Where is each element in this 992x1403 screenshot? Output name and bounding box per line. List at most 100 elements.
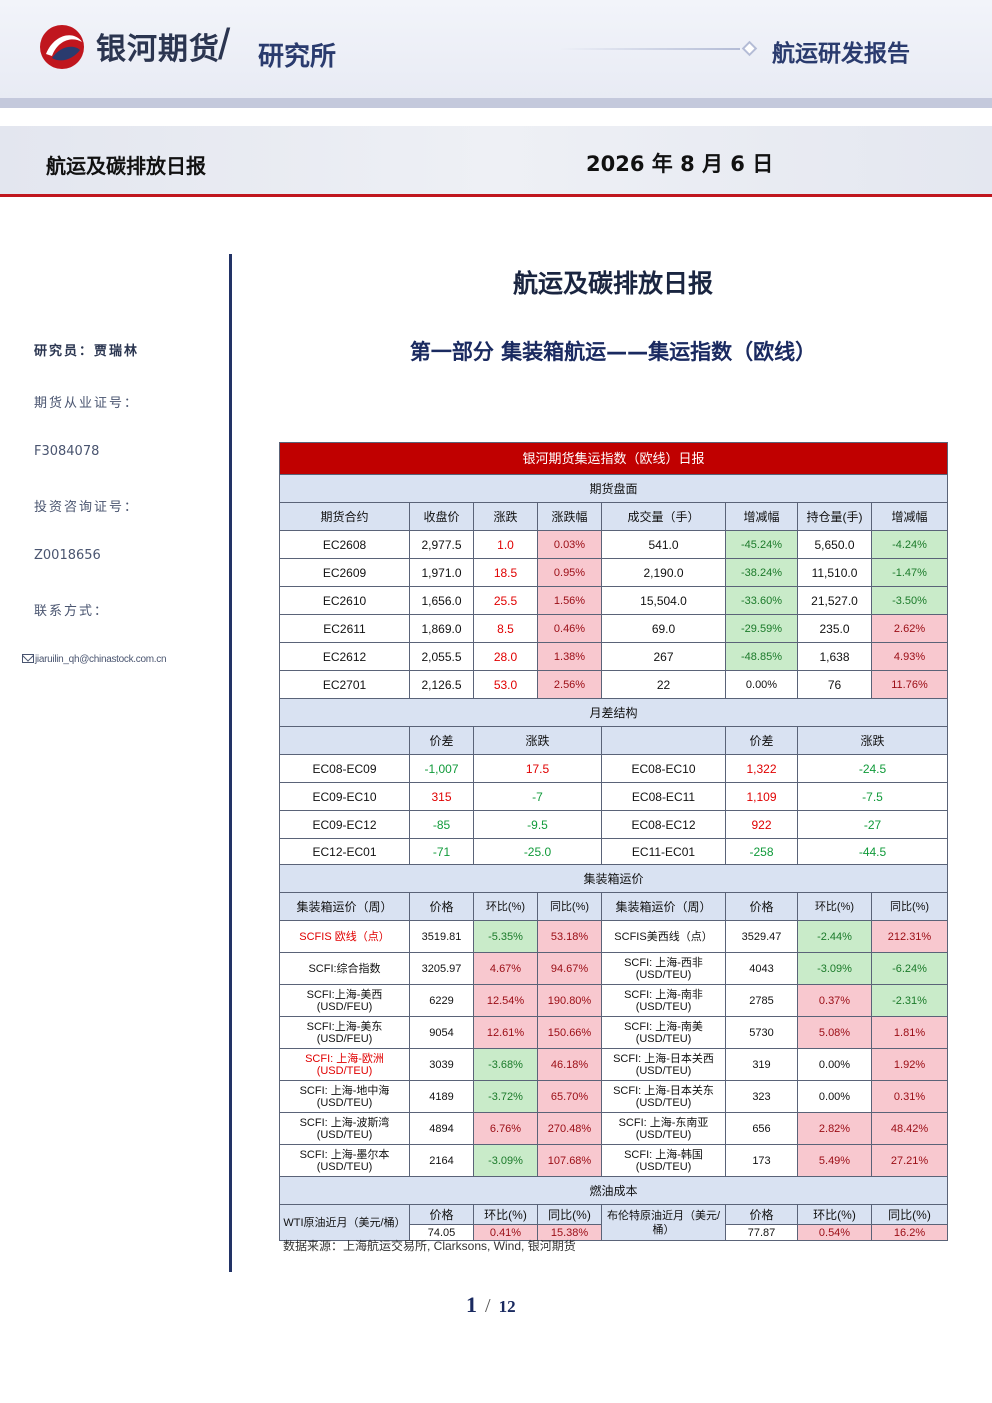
route-name: SCFI: 上海-地中海 (USD/TEU): [279, 1080, 410, 1113]
volume-change: -29.59%: [725, 614, 798, 643]
route-name: SCFI: 上海-日本关东 (USD/TEU): [601, 1080, 726, 1113]
route-yoy: -2.31%: [870, 984, 949, 1017]
spread-change: 17.5: [473, 754, 602, 783]
open-interest: 21,527.0: [797, 586, 872, 615]
col-header: 环比(%): [797, 892, 872, 921]
total-pages: 12: [498, 1297, 516, 1316]
spread-change: -24.5: [796, 754, 949, 783]
col-header: 价格: [725, 892, 798, 921]
fuel-yoy-label: 同比(%): [872, 1205, 947, 1225]
route-name: SCFI: 上海-南非 (USD/TEU): [601, 984, 726, 1017]
table-row: EC2611 1,869.0 8.5 0.46% 69.0 -29.59% 23…: [279, 614, 949, 643]
spread-name: EC08-EC11: [601, 782, 726, 811]
fuel-yoy-cell: 同比(%) 16.2%: [870, 1204, 949, 1241]
volume: 15,504.0: [601, 586, 726, 615]
route-mom: 4.67%: [473, 952, 538, 985]
open-interest: 5,650.0: [797, 530, 872, 559]
close-price: 1,656.0: [409, 586, 474, 615]
route-name: SCFI: 上海-日本关西 (USD/TEU): [601, 1048, 726, 1081]
fuel-price: 74.05: [427, 1226, 456, 1239]
price-change-pct: 0.03%: [537, 530, 602, 559]
table-row: EC2610 1,656.0 25.5 1.56% 15,504.0 -33.6…: [279, 586, 949, 615]
volume: 267: [601, 642, 726, 671]
price-change-pct: 1.38%: [537, 642, 602, 671]
col-header: 环比(%): [473, 892, 538, 921]
spread-value: 1,322: [725, 754, 798, 783]
open-interest: 1,638: [797, 642, 872, 671]
route-mom: 5.49%: [797, 1144, 872, 1177]
route-mom: 5.08%: [797, 1016, 872, 1049]
route-price: 3205.97: [409, 952, 474, 985]
route-yoy: 94.67%: [537, 952, 602, 985]
spread-name: EC08-EC10: [601, 754, 726, 783]
logo-text: 银河期货: [96, 32, 220, 67]
oi-change: 11.76%: [870, 670, 949, 699]
route-price: 173: [725, 1144, 798, 1177]
sidebar-divider: [229, 254, 232, 1272]
futures-license-label: 期货从业证号：: [34, 396, 140, 411]
table-row: WTI原油近月（美元/桶） 价格 74.05 环比(%) 0.41% 同比(%) 15…: [279, 1204, 949, 1241]
contract: EC2610: [279, 586, 410, 615]
table-row: SCFI:上海-美西 (USD/FEU) 6229 12.54% 190.80%…: [279, 984, 949, 1017]
route-yoy: 212.31%: [870, 920, 949, 953]
route-yoy: 150.66%: [537, 1016, 602, 1049]
table-row: SCFI:上海-美东 (USD/FEU) 9054 12.61% 150.66%…: [279, 1016, 949, 1049]
header-band: [0, 0, 992, 98]
route-mom: -2.44%: [797, 920, 872, 953]
header-rule: [560, 48, 740, 50]
route-name: SCFI: 上海-韩国 (USD/TEU): [601, 1144, 726, 1177]
consult-license: Z0018656: [34, 548, 101, 563]
fuel-price-cell: 价格 77.87: [725, 1204, 798, 1241]
table-row: EC08-EC09 -1,007 17.5 EC08-EC10 1,322 -2…: [279, 754, 949, 783]
close-price: 1,971.0: [409, 558, 474, 587]
route-yoy: 107.68%: [537, 1144, 602, 1177]
fuel-yoy: 16.2%: [872, 1225, 947, 1240]
route-name: SCFI:综合指数: [279, 952, 410, 985]
route-mom: -3.09%: [473, 1144, 538, 1177]
table-row: EC2609 1,971.0 18.5 0.95% 2,190.0 -38.24…: [279, 558, 949, 587]
route-name: SCFI:上海-美西 (USD/FEU): [279, 984, 410, 1017]
col-header: 收盘价: [409, 502, 474, 531]
route-price: 4043: [725, 952, 798, 985]
open-interest: 76: [797, 670, 872, 699]
route-price: 4894: [409, 1112, 474, 1145]
spread-name: EC09-EC10: [279, 782, 410, 811]
spread-value: 315: [409, 782, 474, 811]
volume-change: -48.85%: [725, 642, 798, 671]
spread-value: 922: [725, 810, 798, 839]
freight-header-row: 集装箱运价（周） 价格 环比(%) 同比(%) 集装箱运价（周） 价格 环比(%…: [279, 892, 949, 921]
volume: 541.0: [601, 530, 726, 559]
route-price: 4189: [409, 1080, 474, 1113]
route-mom: 12.61%: [473, 1016, 538, 1049]
volume: 22: [601, 670, 726, 699]
route-mom: -3.09%: [797, 952, 872, 985]
route-price: 319: [725, 1048, 798, 1081]
col-header: 集装箱运价（周）: [279, 892, 410, 921]
volume: 2,190.0: [601, 558, 726, 587]
col-header: 增减幅: [725, 502, 798, 531]
email-address[interactable]: jiaruilin_qh@chinastock.com.cn: [35, 654, 167, 665]
col-header: 价格: [409, 892, 474, 921]
col-header: 涨跌幅: [537, 502, 602, 531]
route-yoy: 27.21%: [870, 1144, 949, 1177]
price-change: 28.0: [473, 642, 538, 671]
col-header: 价差: [725, 726, 798, 755]
route-name: SCFIS 欧线（点）: [279, 920, 410, 953]
route-mom: 2.82%: [797, 1112, 872, 1145]
route-price: 2785: [725, 984, 798, 1017]
daily-report-table: 银河期货集运指数（欧线）日报 期货盘面 期货合约 收盘价 涨跌 涨跌幅 成交量（…: [278, 442, 949, 1241]
volume: 69.0: [601, 614, 726, 643]
fuel-price-cell: 价格 74.05: [409, 1204, 474, 1241]
futures-header-row: 期货合约 收盘价 涨跌 涨跌幅 成交量（手） 增减幅 持仓量(手) 增减幅: [279, 502, 949, 531]
logo-slash: /: [218, 20, 231, 69]
subtitle-red-rule: [0, 194, 992, 197]
price-change-pct: 2.56%: [537, 670, 602, 699]
price-change: 18.5: [473, 558, 538, 587]
fuel-yoy-label: 同比(%): [538, 1205, 601, 1225]
email-contact[interactable]: jiaruilin_qh@chinastock.com.cn: [22, 654, 167, 665]
spread-value: -71: [409, 838, 474, 865]
freight-section-header: 集装箱运价: [278, 864, 949, 893]
col-header: 涨跌: [473, 502, 538, 531]
table-row: SCFI: 上海-墨尔本 (USD/TEU) 2164 -3.09% 107.6…: [279, 1144, 949, 1177]
col-header: 涨跌: [473, 726, 602, 755]
